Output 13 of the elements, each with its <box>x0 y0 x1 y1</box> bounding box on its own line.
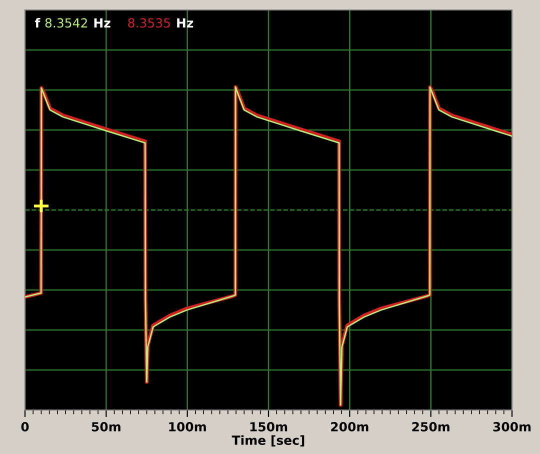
x-tick-label: 50m <box>92 422 120 432</box>
text: f <box>34 18 40 28</box>
text: 8.3535 <box>128 18 170 28</box>
text: Hz <box>177 18 194 28</box>
x-tick-label: 200m <box>331 422 368 432</box>
x-tick-label: 150m <box>250 422 288 432</box>
x-tick-label: 0 <box>21 422 29 432</box>
x-tick-label: 100m <box>169 422 206 432</box>
x-tick-label: 300m <box>493 422 531 432</box>
text: 8.3542 <box>45 18 87 28</box>
x-axis-title: Time [sec] <box>232 435 304 446</box>
text: Hz <box>94 18 110 28</box>
x-tick-label: 250m <box>412 422 450 432</box>
